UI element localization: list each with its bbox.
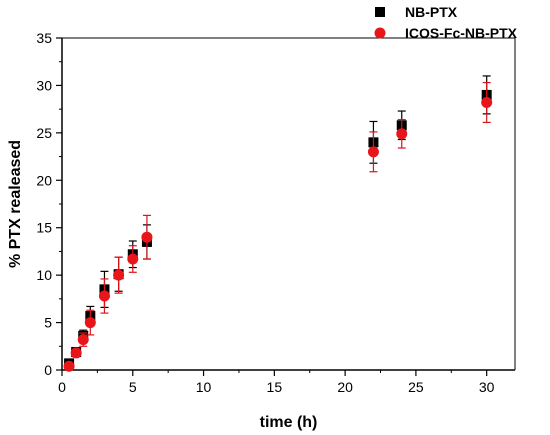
y-axis-title: % PTX realeased	[7, 140, 24, 268]
data-point-circle	[70, 347, 82, 359]
data-point-circle	[113, 269, 125, 281]
y-tick-label: 20	[36, 172, 52, 188]
x-tick-label: 10	[196, 379, 212, 395]
data-point-circle	[63, 360, 75, 372]
data-point-circle	[141, 231, 153, 243]
data-point-circle	[396, 128, 408, 140]
x-axis-title: time (h)	[260, 414, 318, 431]
legend-marker-square	[375, 7, 385, 17]
legend: NB-PTX ICOS-Fc-NB-PTX	[374, 4, 518, 41]
y-tick-label: 5	[44, 315, 52, 331]
data-point-circle	[77, 334, 89, 346]
data-point-circle	[367, 146, 379, 158]
x-tick-label: 0	[58, 379, 66, 395]
legend-label: ICOS-Fc-NB-PTX	[405, 25, 518, 41]
y-tick-label: 35	[36, 30, 52, 46]
x-tick-label: 15	[267, 379, 283, 395]
x-tick-label: 30	[479, 379, 495, 395]
x-tick-label: 20	[337, 379, 353, 395]
y-tick-label: 0	[44, 362, 52, 378]
y-tick-label: 25	[36, 125, 52, 141]
legend-item: NB-PTX	[375, 4, 458, 20]
data-point-circle	[84, 317, 96, 329]
legend-item: ICOS-Fc-NB-PTX	[374, 25, 518, 41]
series-icos-fc-nb-ptx	[63, 81, 493, 372]
data-point-circle	[127, 253, 139, 265]
y-tick-label: 15	[36, 220, 52, 236]
data-point-circle	[481, 97, 493, 109]
y-tick-label: 10	[36, 267, 52, 283]
series-nb-ptx	[64, 75, 492, 369]
axes: 0 5 10 15 20 25 30 0 5 10 15 20 25 30 35	[36, 30, 516, 395]
x-tick-label: 25	[408, 379, 424, 395]
legend-marker-circle	[374, 27, 386, 39]
data-point-circle	[98, 290, 110, 302]
y-tick-label: 30	[36, 77, 52, 93]
series-layer	[63, 75, 493, 372]
legend-label: NB-PTX	[405, 4, 458, 20]
x-tick-label: 5	[129, 379, 137, 395]
